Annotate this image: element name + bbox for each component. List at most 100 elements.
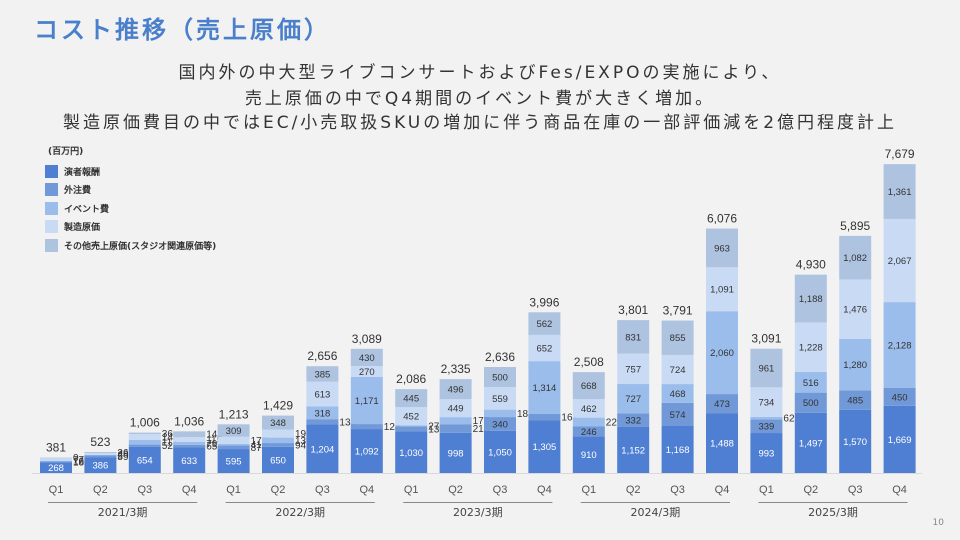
data-label: 1,280 [843, 360, 867, 371]
bar-segment [395, 425, 428, 427]
bar-segment [528, 420, 561, 473]
total-label: 2,636 [485, 350, 515, 364]
data-label: 445 [403, 394, 419, 405]
data-label: 1,030 [399, 448, 423, 459]
data-label: 1,570 [843, 437, 867, 448]
total-label: 2,335 [441, 362, 471, 376]
data-label: 318 [314, 408, 330, 419]
bar-segment [484, 409, 516, 418]
total-label: 3,801 [618, 303, 648, 317]
bar-segment [484, 387, 516, 410]
data-label: 449 [448, 404, 464, 415]
data-label: 452 [403, 412, 419, 423]
data-label: 430 [359, 353, 375, 364]
legend-swatch [45, 183, 58, 197]
data-label: 910 [581, 450, 597, 461]
bar-segment [84, 452, 117, 454]
bar-segment [173, 441, 206, 445]
bar-segment [173, 444, 206, 448]
bar-segment [173, 447, 206, 473]
x-tick-label: Q3 [493, 484, 508, 496]
bar-segment [883, 405, 916, 473]
bar-segment [40, 457, 72, 461]
data-label: 2,067 [888, 256, 912, 267]
legend-label: その他売上原価(スタジオ関連原価等) [64, 241, 217, 252]
bar-segment [883, 218, 916, 303]
data-label: 961 [758, 364, 774, 375]
data-label: 1,188 [799, 294, 823, 305]
total-label: 523 [90, 435, 110, 449]
data-label: 1,497 [799, 438, 823, 449]
bar-segment [128, 432, 161, 435]
x-tick-label: Q3 [315, 484, 330, 496]
data-label: 855 [670, 333, 686, 344]
total-label: 3,089 [352, 332, 382, 346]
legend-swatch [45, 201, 58, 215]
bar-segment [217, 449, 250, 473]
data-label: 633 [181, 456, 197, 467]
data-label: 41 [251, 440, 263, 451]
data-label: 1,228 [799, 343, 823, 354]
data-label: 1,305 [533, 442, 557, 453]
legend-label: イベント費 [64, 204, 110, 215]
bar-segment [40, 461, 72, 463]
bar-segment [262, 437, 294, 444]
bar-segment [395, 426, 428, 432]
data-label: 462 [581, 404, 597, 415]
total-label: 2,656 [307, 349, 337, 363]
bar-segment [528, 334, 561, 362]
bar-segment [839, 338, 872, 391]
bar-segment [395, 389, 428, 408]
data-label: 145 [162, 432, 179, 443]
bar-segment [661, 384, 694, 403]
bar-segment [661, 354, 694, 385]
data-label: 1,669 [888, 435, 912, 446]
bar-segment [661, 402, 694, 427]
data-label: 52 [162, 441, 174, 452]
data-label: 654 [137, 455, 153, 466]
data-label: 26 [117, 448, 129, 459]
bar-segment [484, 430, 516, 473]
x-tick-label: Q4 [715, 484, 730, 496]
bar-segment [395, 407, 428, 426]
bar-segment [84, 457, 117, 473]
bar-segment [439, 432, 472, 473]
total-label: 6,076 [707, 212, 737, 226]
bar-segment [484, 417, 516, 431]
bar-segment [395, 431, 428, 473]
subtitle-line-2: 売上原価の中でQ4期間のイベント費が大きく増加。 [244, 89, 716, 109]
data-label: 734 [758, 398, 774, 409]
data-label: 652 [536, 344, 552, 355]
bar-segment [572, 426, 605, 437]
data-label: 270 [359, 367, 375, 378]
data-label: 496 [448, 385, 464, 396]
data-label: 1,082 [843, 253, 867, 264]
data-label: 185 [517, 409, 534, 420]
data-label: 62 [783, 414, 795, 425]
legend-item-manufacturing-cost: 製造原価 [45, 218, 216, 237]
bar-segment [617, 384, 650, 414]
bar-segment [839, 279, 872, 339]
data-label: 161 [561, 413, 578, 424]
data-label: 199 [295, 429, 312, 440]
bar-segment [839, 235, 872, 280]
data-label: 175 [473, 416, 490, 427]
x-tick-label: Q1 [49, 484, 64, 496]
bar-segment [350, 348, 383, 367]
bar-segment [128, 434, 161, 440]
legend-label: 製造原価 [64, 223, 101, 234]
data-label: 220 [606, 418, 623, 429]
data-label: 650 [270, 455, 286, 466]
bar-segment [839, 390, 872, 410]
data-label: 385 [314, 369, 330, 380]
data-label: 1,314 [533, 383, 557, 394]
data-label: 59 [117, 452, 129, 463]
bar-segment [883, 302, 916, 388]
bar-segment [572, 399, 605, 418]
data-label: 124 [384, 422, 401, 433]
data-label: 831 [625, 332, 641, 343]
legend-label: 演者報酬 [64, 167, 101, 178]
bar-segment [883, 387, 916, 406]
bar-segment [128, 446, 161, 473]
